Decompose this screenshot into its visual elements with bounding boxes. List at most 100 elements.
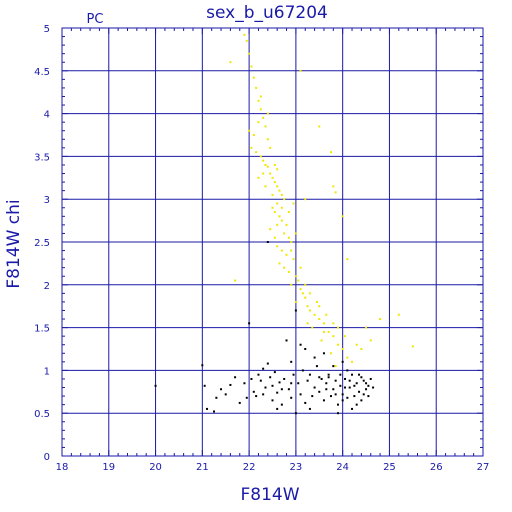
data-point	[304, 296, 307, 299]
data-point	[271, 399, 274, 402]
data-point	[292, 202, 295, 205]
data-point	[355, 403, 358, 406]
data-point	[257, 121, 260, 124]
data-point	[346, 369, 349, 372]
data-point	[341, 215, 344, 218]
data-point	[327, 330, 330, 333]
data-point	[355, 382, 358, 385]
y-tick-label: 0	[44, 452, 50, 463]
data-point	[276, 202, 279, 205]
data-point	[334, 393, 337, 396]
data-point	[299, 288, 302, 291]
data-point	[329, 352, 332, 355]
data-point	[344, 377, 347, 380]
data-point	[290, 382, 293, 385]
data-point	[411, 345, 414, 348]
data-point	[365, 326, 368, 329]
data-point	[299, 266, 302, 269]
data-point	[262, 159, 265, 162]
data-point	[313, 356, 316, 359]
y-tick-label: 4.5	[34, 67, 50, 78]
data-point	[299, 393, 302, 396]
data-point	[322, 352, 325, 355]
chart-title: sex_b_u67204	[206, 3, 328, 23]
data-point	[283, 198, 286, 201]
data-point	[250, 377, 253, 380]
y-tick-label: 5	[44, 24, 50, 35]
x-tick-label: 25	[383, 462, 396, 473]
data-point	[278, 189, 281, 192]
x-tick-label: 19	[102, 462, 115, 473]
data-point	[306, 322, 309, 325]
data-point	[280, 249, 283, 252]
data-point	[304, 348, 307, 350]
data-point	[290, 283, 293, 286]
data-point	[318, 318, 321, 321]
data-point	[294, 309, 297, 312]
data-point	[248, 52, 251, 55]
data-point	[229, 61, 232, 64]
data-point	[294, 412, 297, 415]
data-point	[264, 386, 267, 389]
data-point	[336, 412, 339, 415]
data-point	[280, 206, 283, 209]
data-point	[266, 241, 269, 243]
x-axis-ticks: 18 19 20 21 22 23 24 25 26 27	[56, 28, 489, 473]
data-point	[299, 343, 302, 346]
data-point	[318, 376, 321, 379]
data-point	[301, 292, 304, 295]
data-point	[203, 384, 206, 387]
data-point	[262, 393, 265, 396]
data-point	[322, 330, 325, 333]
data-point	[367, 395, 370, 398]
data-point	[367, 384, 370, 387]
y-tick-label: 1	[44, 366, 50, 377]
data-point	[372, 386, 375, 389]
data-point	[287, 236, 290, 239]
data-point	[315, 365, 318, 368]
data-point	[259, 95, 262, 98]
data-point	[215, 396, 218, 399]
data-point	[329, 395, 332, 398]
data-point	[362, 393, 365, 396]
data-point	[269, 228, 272, 231]
data-point	[362, 379, 365, 382]
data-point	[348, 379, 351, 382]
y-tick-label: 2	[44, 281, 50, 292]
data-point	[322, 399, 325, 402]
data-point	[280, 219, 283, 222]
data-point	[297, 279, 300, 282]
data-point	[259, 379, 262, 382]
data-point	[245, 396, 248, 399]
data-point	[224, 393, 227, 396]
data-point	[325, 382, 328, 385]
data-point	[280, 388, 283, 391]
data-point	[266, 165, 269, 168]
data-point	[201, 364, 204, 367]
data-point	[252, 390, 255, 393]
data-point	[154, 384, 157, 387]
data-point	[308, 407, 311, 410]
y-axis-label: F814W chi	[4, 199, 24, 288]
data-point	[358, 390, 361, 393]
data-point	[360, 348, 363, 350]
data-point	[264, 163, 267, 166]
data-point	[285, 339, 288, 342]
y-tick-label: 3	[44, 195, 50, 206]
data-point	[243, 382, 246, 385]
data-point	[304, 401, 307, 404]
data-point	[308, 309, 311, 312]
data-point	[273, 371, 276, 374]
data-point	[346, 356, 349, 359]
data-point	[250, 146, 253, 149]
data-point	[313, 386, 316, 389]
y-tick-label: 4	[44, 110, 50, 121]
data-point	[313, 313, 316, 316]
data-point	[255, 395, 258, 398]
data-point	[294, 300, 297, 303]
data-point	[397, 313, 400, 316]
data-point	[318, 305, 321, 308]
data-point	[206, 407, 209, 410]
data-point	[278, 381, 281, 384]
data-point	[334, 365, 337, 368]
